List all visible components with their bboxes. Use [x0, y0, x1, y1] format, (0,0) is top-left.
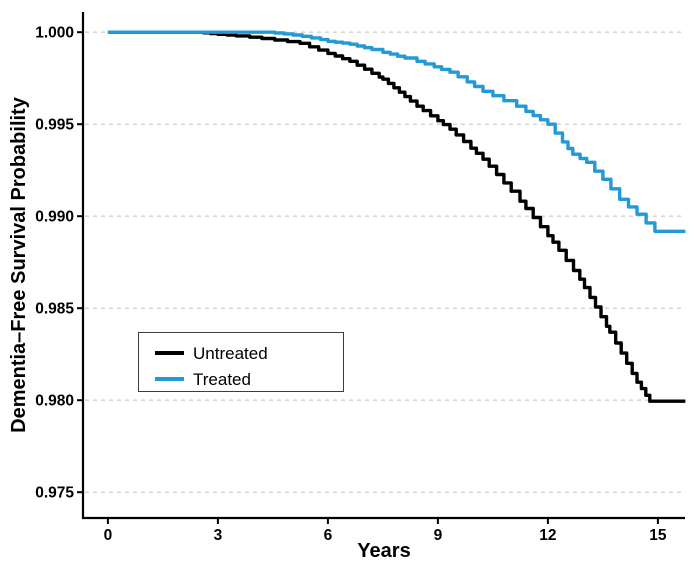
x-axis-title: Years — [357, 540, 411, 562]
x-tick-label: 0 — [104, 527, 113, 544]
legend-label-treated: Treated — [193, 369, 251, 389]
legend-item-treated: Treated — [155, 366, 343, 392]
y-tick-label: 0.995 — [35, 117, 74, 134]
untreated-line-swatch — [155, 351, 184, 355]
series-line-untreated — [107, 30, 686, 403]
treated-line-swatch — [155, 377, 184, 381]
legend: Untreated Treated — [138, 332, 344, 392]
x-tick-label: 15 — [649, 527, 667, 544]
y-tick-label: 0.985 — [35, 301, 74, 318]
x-tick-label: 9 — [434, 527, 443, 544]
legend-label-untreated: Untreated — [193, 343, 268, 363]
y-axis-title: Dementia–Free Survival Probability — [8, 97, 30, 433]
y-tick-label: 1.000 — [35, 25, 74, 42]
y-tick-label: 0.980 — [35, 393, 74, 410]
x-tick-label: 12 — [539, 527, 556, 544]
x-tick-label: 3 — [214, 527, 223, 544]
y-tick-label: 0.975 — [35, 485, 74, 502]
x-tick-label: 6 — [324, 527, 333, 544]
series-line-treated — [107, 30, 686, 233]
legend-item-untreated: Untreated — [155, 340, 343, 366]
y-tick-label: 0.990 — [35, 209, 74, 226]
